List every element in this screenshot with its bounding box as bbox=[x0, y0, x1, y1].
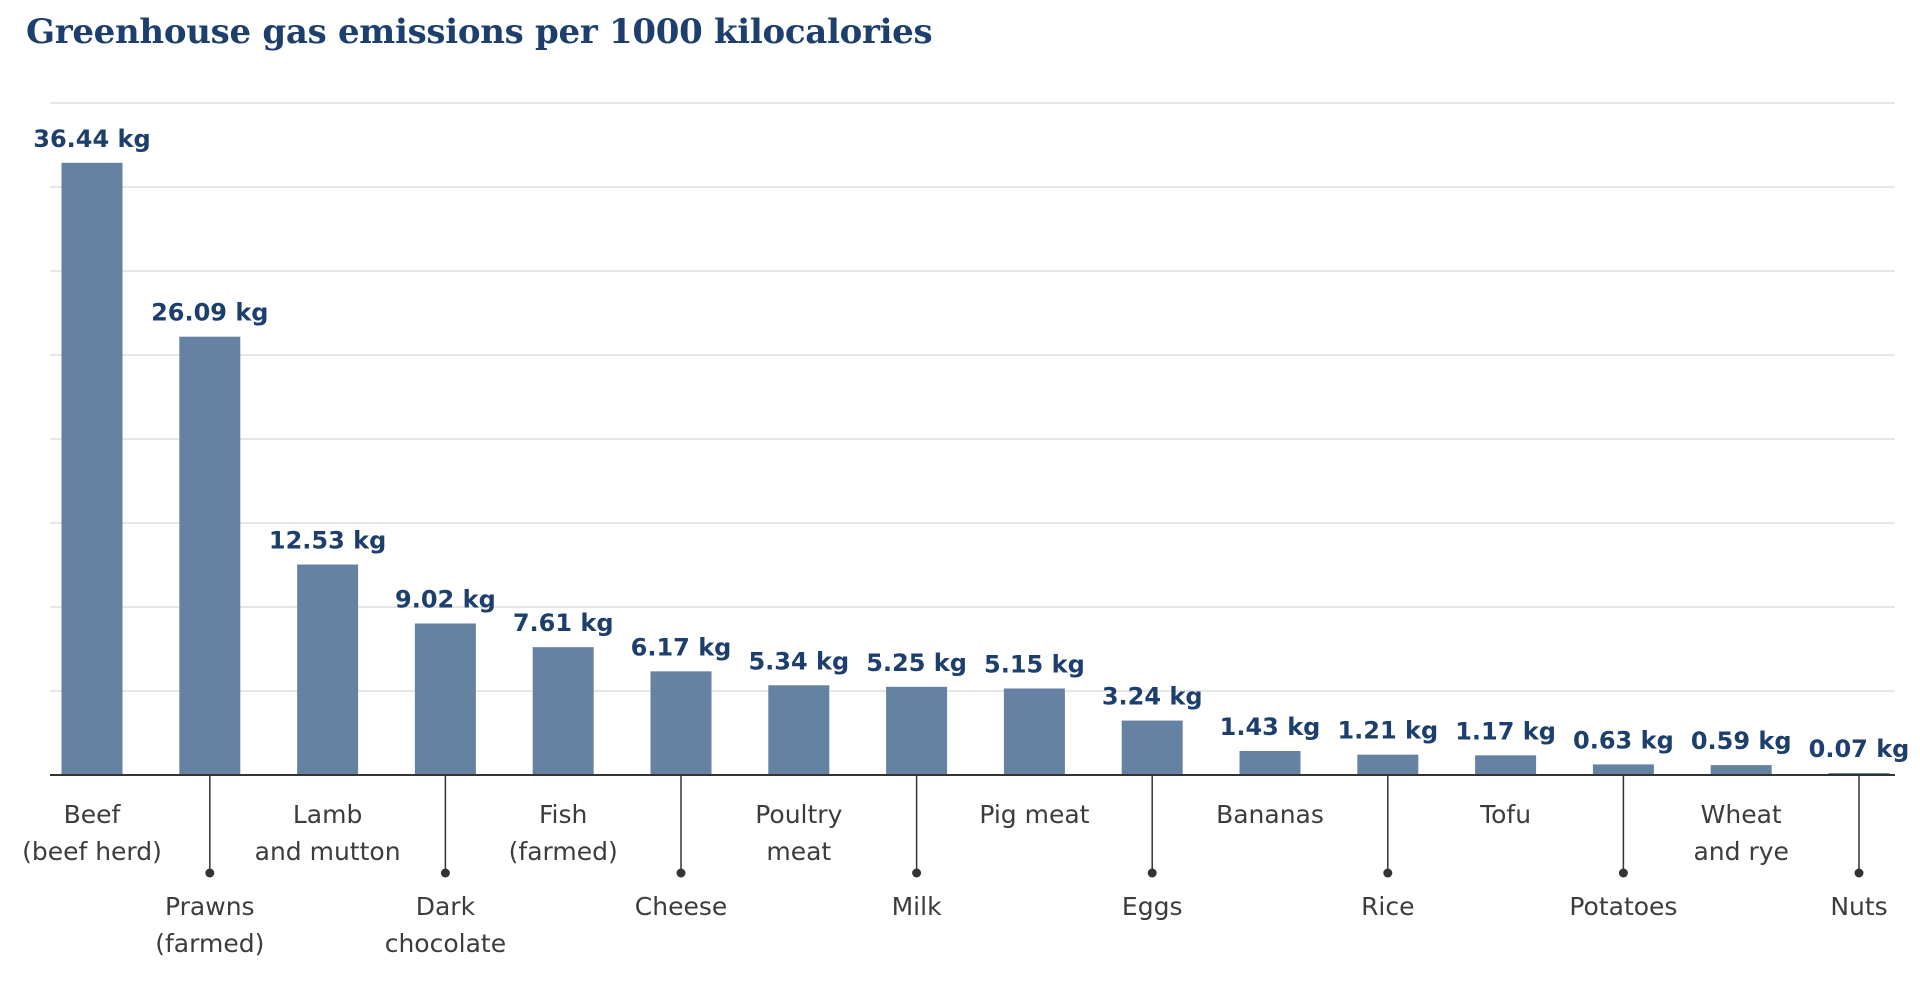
bar-8 bbox=[1003, 688, 1065, 775]
category-label-12: Tofu bbox=[1479, 800, 1531, 829]
category-label-7: Milk bbox=[892, 892, 942, 921]
category-label-13: Potatoes bbox=[1569, 892, 1677, 921]
chart-title: Greenhouse gas emissions per 1000 kiloca… bbox=[26, 12, 933, 52]
leader-dot-3 bbox=[440, 868, 450, 878]
value-label-14: 0.59 kg bbox=[1691, 727, 1792, 755]
value-label-13: 0.63 kg bbox=[1573, 726, 1674, 754]
category-label-1: Prawns (farmed) bbox=[155, 892, 264, 958]
value-label-12: 1.17 kg bbox=[1455, 717, 1556, 745]
category-label-2: Lamb and mutton bbox=[255, 800, 401, 866]
bar-10 bbox=[1239, 750, 1301, 775]
bars bbox=[61, 162, 1890, 776]
bar-0 bbox=[61, 162, 123, 776]
bar-3 bbox=[414, 623, 476, 775]
category-label-0: Beef (beef herd) bbox=[22, 800, 162, 866]
bar-4 bbox=[532, 647, 594, 775]
category-label-4: Fish (farmed) bbox=[509, 800, 618, 866]
bar-6 bbox=[768, 685, 830, 775]
leader-dot-13 bbox=[1618, 868, 1628, 878]
value-label-15: 0.07 kg bbox=[1809, 735, 1910, 763]
category-label-8: Pig meat bbox=[979, 800, 1089, 829]
category-label-6: Poultry meat bbox=[755, 800, 842, 866]
value-labels: 36.44 kg 26.09 kg 12.53 kg 9.02 kg 7.61 kg 6.… bbox=[33, 125, 1909, 763]
category-label-11: Rice bbox=[1361, 892, 1414, 921]
value-label-3: 9.02 kg bbox=[395, 585, 496, 613]
category-labels: Beef (beef herd) Prawns (farmed) Lamb and mut… bbox=[22, 800, 1888, 958]
value-label-5: 6.17 kg bbox=[631, 633, 732, 661]
bar-5 bbox=[650, 671, 712, 775]
bar-9 bbox=[1121, 720, 1183, 775]
leader-dot-11 bbox=[1383, 868, 1393, 878]
value-label-7: 5.25 kg bbox=[866, 649, 967, 677]
bar-11 bbox=[1357, 754, 1419, 775]
bar-12 bbox=[1475, 755, 1537, 775]
category-label-10: Bananas bbox=[1216, 800, 1324, 829]
value-label-11: 1.21 kg bbox=[1337, 717, 1438, 745]
leader-dot-7 bbox=[912, 868, 922, 878]
bar-1 bbox=[179, 336, 241, 775]
category-label-9: Eggs bbox=[1122, 892, 1183, 921]
category-label-14: Wheat and rye bbox=[1693, 800, 1788, 866]
value-label-4: 7.61 kg bbox=[513, 609, 614, 637]
bar-2 bbox=[297, 564, 359, 775]
bar-14 bbox=[1710, 765, 1772, 775]
value-label-10: 1.43 kg bbox=[1220, 713, 1321, 741]
category-label-15: Nuts bbox=[1830, 892, 1887, 921]
value-label-1: 26.09 kg bbox=[151, 299, 268, 327]
category-label-5: Cheese bbox=[635, 892, 727, 921]
value-label-6: 5.34 kg bbox=[748, 647, 849, 675]
value-label-0: 36.44 kg bbox=[33, 125, 150, 153]
value-label-8: 5.15 kg bbox=[984, 650, 1085, 678]
value-label-2: 12.53 kg bbox=[269, 526, 386, 554]
leader-dot-5 bbox=[676, 868, 686, 878]
leader-dot-9 bbox=[1147, 868, 1157, 878]
value-label-9: 3.24 kg bbox=[1102, 683, 1203, 711]
bar-7 bbox=[886, 686, 948, 775]
x-axis bbox=[50, 774, 1895, 878]
leader-dot-15 bbox=[1854, 868, 1864, 878]
leader-dot-1 bbox=[205, 868, 215, 878]
bar-13 bbox=[1592, 764, 1654, 775]
category-label-3: Dark chocolate bbox=[385, 892, 506, 958]
